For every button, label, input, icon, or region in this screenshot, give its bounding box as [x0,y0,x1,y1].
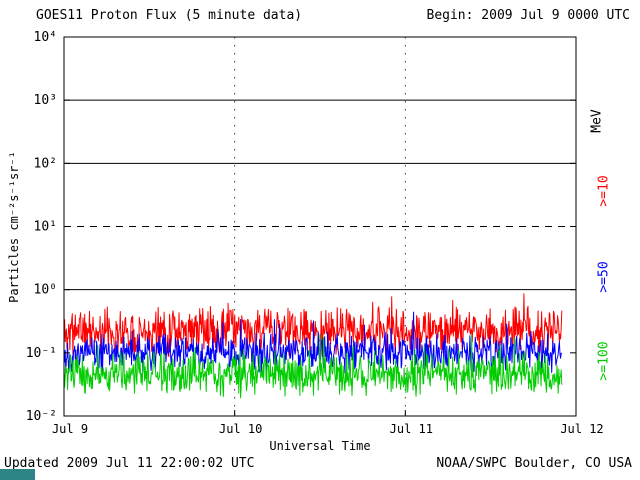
y-tick-label: 10⁻¹ [26,346,57,361]
corner-artifact [0,469,35,480]
series-label-100: >=100 [596,341,612,381]
x-axis-label: Universal Time [269,439,371,453]
series-group [64,293,563,399]
right-axis-unit-label: MeV [589,109,605,133]
x-tick-label: Jul 12 [560,422,603,436]
y-tick-label: 10³ [34,93,57,108]
series-label-10: >=10 [596,175,612,207]
y-tick-label: 10¹ [34,220,57,235]
y-tick-label: 10⁴ [34,30,57,45]
x-tick-label: Jul 10 [219,422,262,436]
chart-title: GOES11 Proton Flux (5 minute data) [36,8,303,23]
x-tick-label: Jul 9 [52,422,88,436]
noaa-credit: NOAA/SWPC Boulder, CO USA [436,456,632,471]
y-tick-label: 10² [34,156,57,171]
series-line-100 [64,333,563,399]
y-tick-label: 10⁻² [26,409,57,424]
series-label-50: >=50 [596,261,612,293]
begin-timestamp: Begin: 2009 Jul 9 0000 UTC [426,8,631,23]
x-tick-label: Jul 11 [390,422,433,436]
y-axis-label: Particles cm⁻²s⁻¹sr⁻¹ [7,151,21,303]
y-tick-label: 10⁰ [34,283,57,298]
updated-timestamp: Updated 2009 Jul 11 22:00:02 UTC [4,456,255,471]
